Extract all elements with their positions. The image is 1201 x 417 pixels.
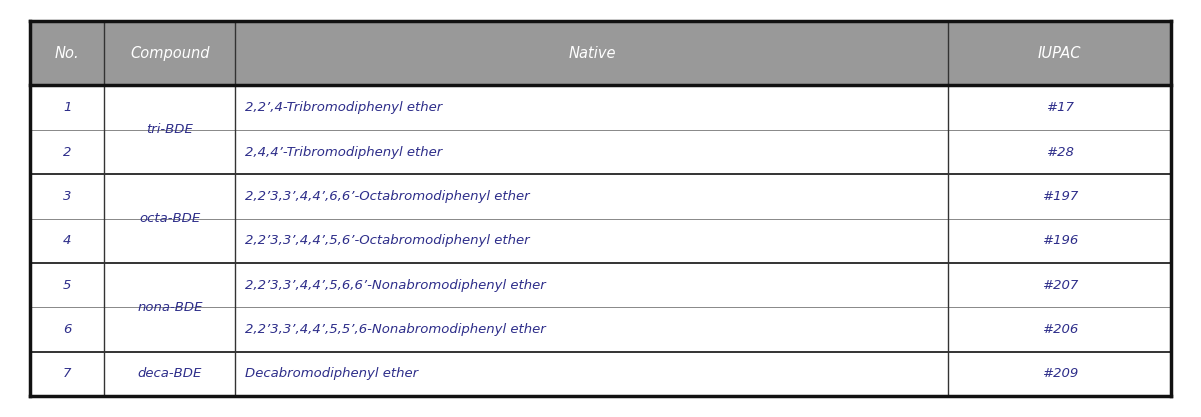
Text: Decabromodiphenyl ether: Decabromodiphenyl ether [245, 367, 418, 380]
Text: nona-BDE: nona-BDE [137, 301, 203, 314]
Text: #196: #196 [1041, 234, 1077, 247]
Text: 3: 3 [62, 190, 71, 203]
Text: 2,2’3,3’,4,4’,5,5’,6-Nonabromodiphenyl ether: 2,2’3,3’,4,4’,5,5’,6-Nonabromodiphenyl e… [245, 323, 545, 336]
Text: 2,2’3,3’,4,4’,5,6’-Octabromodiphenyl ether: 2,2’3,3’,4,4’,5,6’-Octabromodiphenyl eth… [245, 234, 530, 247]
Text: tri-BDE: tri-BDE [147, 123, 193, 136]
Text: octa-BDE: octa-BDE [139, 212, 201, 225]
Text: 2,4,4’-Tribromodiphenyl ether: 2,4,4’-Tribromodiphenyl ether [245, 146, 442, 158]
Text: 2: 2 [62, 146, 71, 158]
Text: #206: #206 [1041, 323, 1077, 336]
Text: #28: #28 [1046, 146, 1074, 158]
Text: Compound: Compound [130, 46, 209, 60]
Text: 6: 6 [62, 323, 71, 336]
Text: 2,2’3,3’,4,4’,6,6’-Octabromodiphenyl ether: 2,2’3,3’,4,4’,6,6’-Octabromodiphenyl eth… [245, 190, 530, 203]
Text: #209: #209 [1041, 367, 1077, 380]
Text: 1: 1 [62, 101, 71, 114]
Text: 2,2’,4-Tribromodiphenyl ether: 2,2’,4-Tribromodiphenyl ether [245, 101, 442, 114]
Text: #207: #207 [1041, 279, 1077, 292]
Text: Native: Native [568, 46, 616, 60]
Text: 4: 4 [62, 234, 71, 247]
Text: 5: 5 [62, 279, 71, 292]
Text: 7: 7 [62, 367, 71, 380]
Text: 2,2’3,3’,4,4’,5,6,6’-Nonabromodiphenyl ether: 2,2’3,3’,4,4’,5,6,6’-Nonabromodiphenyl e… [245, 279, 545, 292]
Text: No.: No. [55, 46, 79, 60]
Text: deca-BDE: deca-BDE [138, 367, 202, 380]
Bar [30, 21, 1171, 85]
Text: IUPAC: IUPAC [1038, 46, 1081, 60]
Text: #17: #17 [1046, 101, 1074, 114]
Text: #197: #197 [1041, 190, 1077, 203]
